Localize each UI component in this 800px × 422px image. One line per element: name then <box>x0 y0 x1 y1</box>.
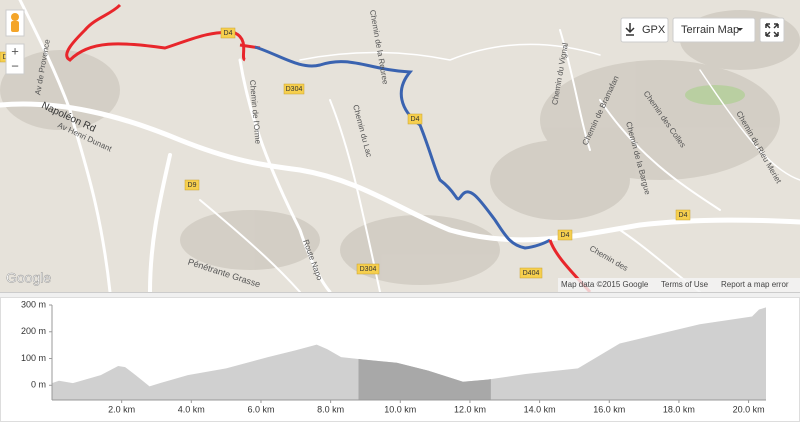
x-tick-label: 4.0 km <box>178 404 205 414</box>
x-tick-label: 20.0 km <box>733 404 765 414</box>
elevation-area <box>52 307 766 400</box>
pegman-body <box>11 21 19 32</box>
splitter[interactable] <box>0 292 800 298</box>
pegman-head <box>11 13 19 21</box>
fullscreen-icon <box>765 23 779 37</box>
zoom-out[interactable]: − <box>11 58 19 73</box>
y-tick-label: 200 m <box>21 326 46 336</box>
x-tick-label: 14.0 km <box>524 404 556 414</box>
shield-label: D304 <box>360 266 377 273</box>
y-tick-label: 0 m <box>31 380 46 390</box>
terrain <box>0 10 800 285</box>
shield-label: D4 <box>561 232 570 239</box>
gpx-button[interactable] <box>620 17 669 43</box>
route-middle <box>254 45 551 250</box>
x-tick-label: 16.0 km <box>593 404 625 414</box>
map-type-label: Terrain Map <box>681 24 739 36</box>
highlighted-area <box>358 358 491 400</box>
elevation-chart: 0 m 100 m 200 m 300 m 2.0 km 4.0 km 6.0 km 8.0 … <box>0 297 800 422</box>
x-tick-label: 12.0 km <box>454 404 486 414</box>
y-tick-label: 300 m <box>21 299 46 309</box>
dropdown-arrow <box>737 28 743 31</box>
google-logo: Google <box>6 270 51 286</box>
shield-label: D4 <box>679 212 688 219</box>
shield-label: D9 <box>188 182 197 189</box>
gpx-label: GPX <box>642 24 666 36</box>
x-tick-label: 10.0 km <box>384 404 416 414</box>
zoom-box <box>5 43 25 75</box>
shield-label: D304 <box>286 86 303 93</box>
x-tick-label: 8.0 km <box>317 404 344 414</box>
download-icon <box>625 23 635 36</box>
y-tick-label: 100 m <box>21 353 46 363</box>
attribution: Map data ©2015 Google <box>561 280 649 289</box>
x-tick-label: 6.0 km <box>247 404 274 414</box>
shield-label: D4 <box>224 30 233 37</box>
report-link[interactable]: Report a map error <box>721 280 789 289</box>
zoom-in[interactable]: + <box>11 43 19 58</box>
map-controls: + − GPX Terrain Map <box>5 9 785 75</box>
x-tick-label: 2.0 km <box>108 404 135 414</box>
shield-label: D404 <box>523 270 540 277</box>
fullscreen-button[interactable] <box>759 17 785 43</box>
map[interactable]: Chemin de la Reuree Chemin du Vignal Che… <box>0 0 800 292</box>
map-type-button[interactable] <box>672 17 756 43</box>
park <box>685 85 745 105</box>
terms-link[interactable]: Terms of Use <box>661 280 709 289</box>
footer-bg <box>558 278 800 292</box>
x-tick-label: 18.0 km <box>663 404 695 414</box>
shield-label: D4 <box>411 116 420 123</box>
